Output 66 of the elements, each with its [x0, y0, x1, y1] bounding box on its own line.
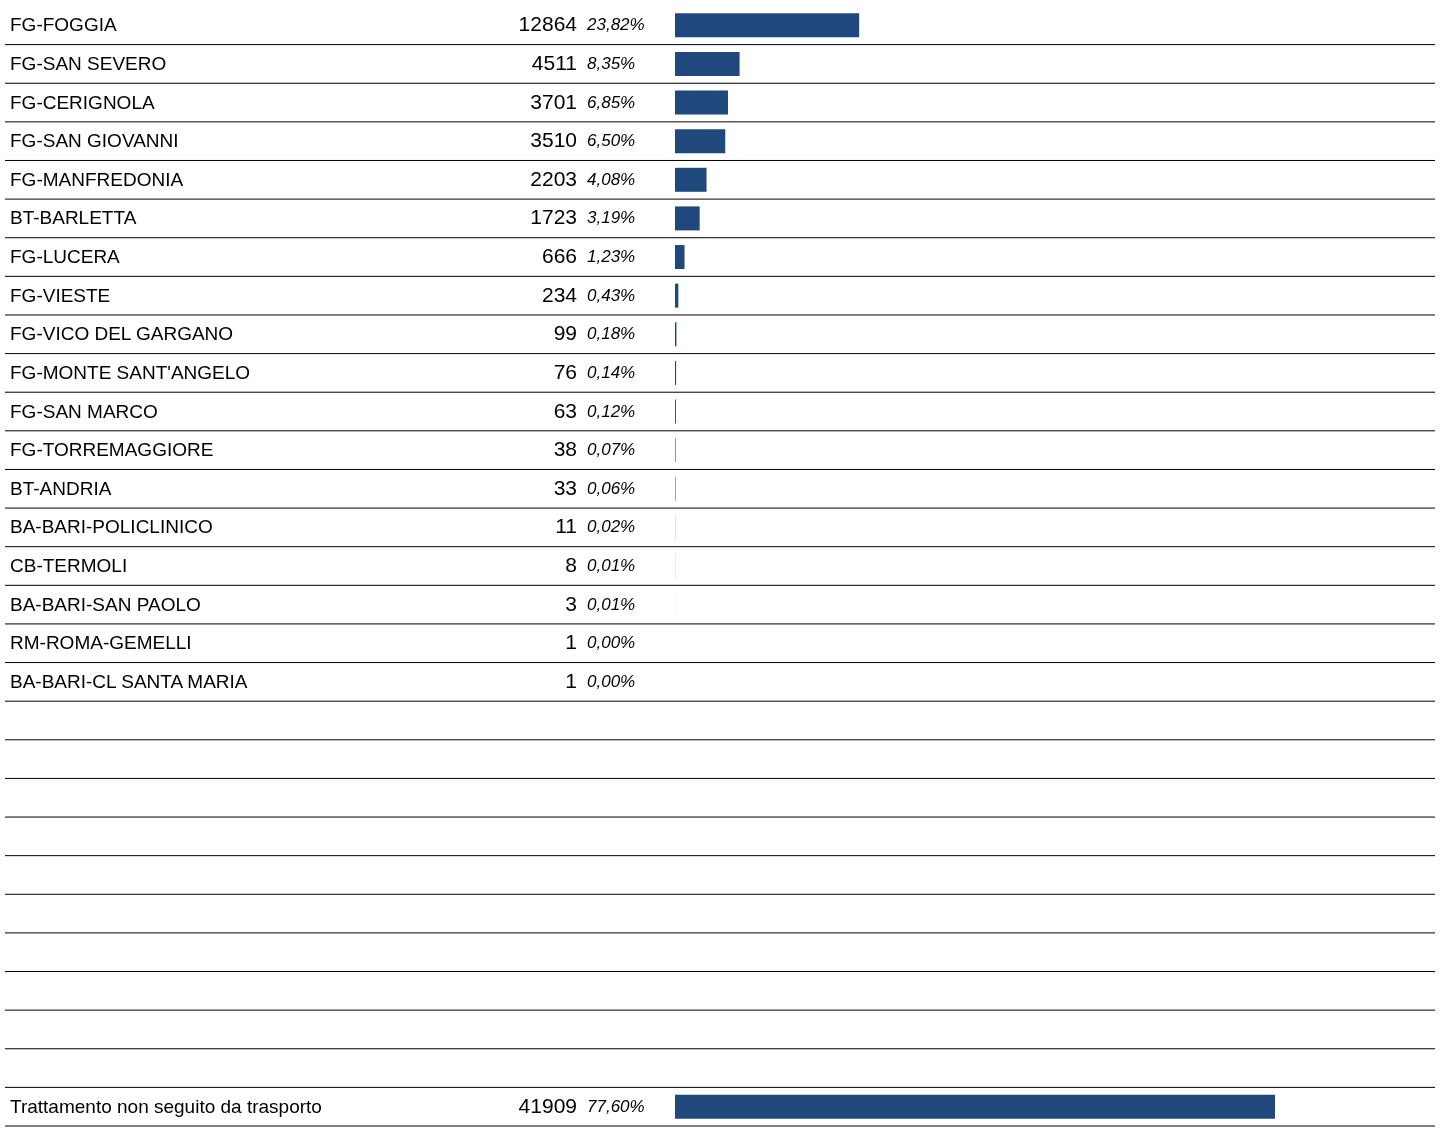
data-label: 12864 — [518, 12, 578, 36]
text: 3,19% — [587, 208, 636, 228]
data-label: 11 — [555, 514, 577, 538]
text: 0,06% — [587, 478, 636, 498]
y-tick-label: Trattamento non seguito da trasporto — [10, 1095, 322, 1117]
bar — [675, 90, 728, 115]
data-label: 76 — [553, 359, 577, 383]
text: 0,07% — [587, 440, 636, 460]
y-tick-label: BA-BARI-CL SANTA MARIA — [10, 670, 248, 692]
y-tick-label: FG-FOGGIA — [10, 14, 117, 36]
text: 0,02% — [587, 517, 636, 537]
data-label: 3510 — [530, 128, 577, 152]
data-label: 33 — [553, 475, 577, 499]
data-label: 666 — [541, 244, 577, 268]
bar — [675, 51, 740, 76]
y-tick-label: FG-MONTE SANT'ANGELO — [10, 361, 251, 383]
bar — [675, 245, 685, 270]
data-label: 4511 — [531, 50, 577, 74]
text: 0,01% — [587, 594, 636, 614]
text: 0,14% — [587, 362, 636, 382]
y-tick-label: FG-TORREMAGGIORE — [10, 439, 214, 461]
text: 0,12% — [587, 401, 636, 421]
text: 77,60% — [587, 1096, 645, 1116]
bar — [675, 206, 700, 231]
text: 0,43% — [587, 285, 636, 305]
y-tick-label: CB-TERMOLI — [10, 555, 128, 576]
y-tick-label: RM-ROMA-GEMELLI — [10, 632, 192, 654]
data-label: 38 — [553, 437, 577, 461]
text: 0,00% — [587, 671, 636, 691]
y-tick-label: BT-BARLETTA — [10, 207, 137, 229]
data-label: 234 — [541, 282, 578, 306]
text: 1,23% — [587, 247, 636, 267]
data-label: 99 — [553, 321, 577, 345]
text: 4,08% — [587, 169, 636, 189]
text: 6,50% — [587, 131, 636, 151]
y-tick-label: FG-VICO DEL GARGANO — [10, 323, 234, 345]
y-tick-label: FG-SAN GIOVANNI — [10, 130, 179, 152]
text: 8,35% — [587, 53, 636, 73]
text: 0,18% — [587, 324, 636, 344]
y-tick-label: BA-BARI-POLICLINICO — [10, 516, 213, 538]
y-tick-label: FG-MANFREDONIA — [10, 168, 184, 190]
data-label: 8 — [565, 553, 577, 576]
data-label: 1723 — [530, 205, 577, 229]
bar — [675, 1094, 1275, 1119]
data-label: 1 — [565, 630, 577, 654]
data-label: 1 — [565, 668, 577, 692]
text: 0,00% — [587, 633, 636, 653]
data-label: 2203 — [530, 166, 577, 190]
y-tick-label: BT-ANDRIA — [10, 477, 112, 499]
bar — [675, 283, 679, 308]
data-label: 63 — [553, 398, 577, 422]
bar — [675, 129, 726, 154]
y-tick-label: FG-VIESTE — [10, 284, 111, 306]
text: 6,85% — [587, 92, 636, 112]
text: 23,82% — [586, 15, 645, 35]
data-label: 41909 — [518, 1093, 577, 1117]
y-tick-label: FG-CERIGNOLA — [10, 91, 155, 113]
y-tick-label: FG-SAN SEVERO — [10, 52, 167, 74]
text: 0,01% — [587, 556, 636, 575]
y-tick-label: FG-SAN MARCO — [10, 400, 158, 422]
y-tick-label: BA-BARI-SAN PAOLO — [10, 593, 201, 615]
data-label: 3 — [565, 591, 577, 615]
y-tick-label: FG-LUCERA — [10, 246, 121, 268]
data-label: 3701 — [530, 89, 577, 113]
bar — [675, 13, 860, 38]
bar — [675, 167, 707, 192]
